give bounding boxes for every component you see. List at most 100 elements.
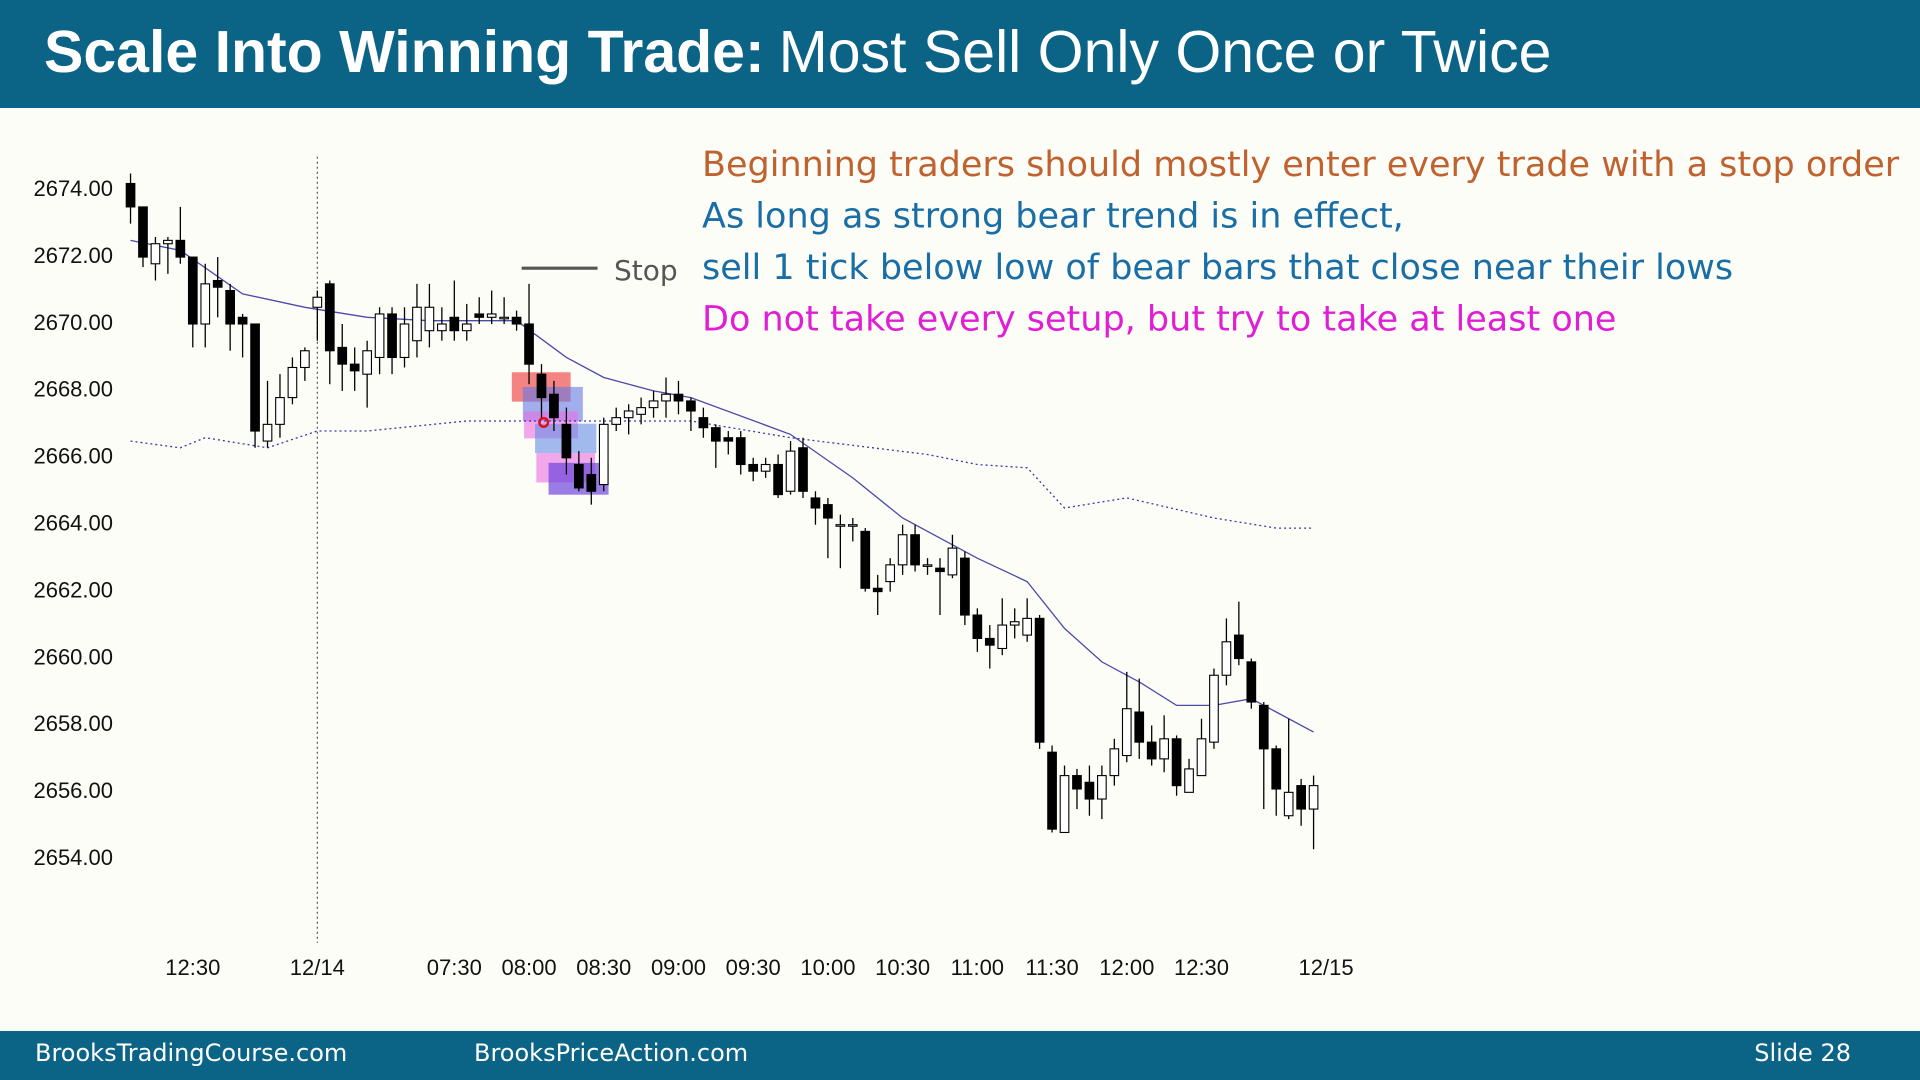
candle-body: [499, 316, 509, 320]
candle-body: [486, 313, 497, 318]
entry-boxes: [511, 266, 609, 495]
candle-body: [947, 547, 958, 576]
candle-body: [1084, 781, 1095, 800]
candle-body: [623, 410, 634, 419]
candle-body: [412, 306, 422, 342]
candle-body: [1296, 785, 1306, 810]
candle-body: [748, 463, 759, 472]
candle-body: [1059, 775, 1070, 834]
candle-body: [374, 313, 385, 358]
footer-band: [0, 1031, 1920, 1080]
candle-body: [922, 564, 933, 567]
candle-body: [250, 323, 260, 432]
candle-body: [1258, 704, 1269, 750]
candle-body: [187, 256, 198, 325]
candle-body: [1047, 751, 1057, 830]
candle-body: [461, 323, 472, 332]
x-tick-label: 12/14: [290, 955, 345, 980]
candle-body: [175, 239, 186, 258]
x-tick-label: 12:30: [165, 955, 220, 980]
footer-slide: Slide 28: [1754, 1039, 1851, 1067]
candle-body: [163, 239, 173, 245]
candle-body: [1246, 661, 1257, 703]
y-tick-label: 2670.00: [33, 310, 113, 335]
candle-body: [673, 393, 684, 402]
candle-body: [138, 206, 148, 258]
y-tick-label: 2668.00: [33, 377, 113, 402]
candle-body: [1009, 621, 1020, 626]
x-tick-label: 10:30: [875, 955, 930, 980]
candle-body: [536, 373, 547, 399]
candle-body: [1184, 768, 1194, 793]
candle-body: [275, 397, 285, 425]
x-tick-label: 09:30: [726, 955, 781, 980]
candle-body: [960, 557, 970, 616]
candle-body: [437, 323, 447, 332]
x-tick-label: 11:30: [1025, 955, 1078, 980]
candle-body: [698, 417, 709, 429]
x-tick-label: 12:00: [1099, 955, 1154, 980]
candle-body: [810, 497, 821, 509]
entry-marker: [538, 416, 550, 428]
annotation: As long as strong bear trend is in effec…: [702, 197, 1404, 237]
candle-body: [735, 437, 746, 466]
average-line: [130, 239, 1314, 733]
candle-body: [200, 283, 211, 325]
candle-body: [1022, 617, 1033, 636]
annotation: sell 1 tick below low of bear bars that …: [702, 248, 1733, 288]
x-tick-label: 12/15: [1299, 955, 1354, 980]
candle-body: [598, 423, 609, 486]
candle-body: [885, 564, 896, 583]
y-tick-label: 2662.00: [33, 577, 113, 602]
y-tick-label: 2656.00: [33, 778, 113, 803]
y-tick-label: 2654.00: [33, 845, 113, 870]
candle-body: [324, 283, 335, 352]
stop-label: Stop: [614, 254, 678, 287]
candle-body: [1034, 617, 1045, 743]
x-tick-label: 10:00: [800, 955, 855, 980]
candle-body: [1097, 775, 1107, 800]
candle-body: [573, 463, 584, 489]
candle-body: [1234, 634, 1244, 660]
candle-body: [524, 323, 534, 365]
candle-body: [300, 350, 310, 369]
candle-body: [1283, 791, 1294, 817]
candle-body: [823, 504, 833, 519]
y-tick-label: 2672.00: [33, 243, 113, 268]
candle-body: [860, 530, 871, 589]
candle-body: [387, 313, 397, 358]
candle-body: [1109, 748, 1120, 777]
candle-body: [511, 316, 522, 325]
x-tick-label: 08:30: [576, 955, 631, 980]
title-rest: Most Sell Only Once or Twice: [779, 19, 1552, 85]
candle-body: [1121, 708, 1132, 757]
candle-body: [760, 463, 771, 472]
header-band: [0, 0, 1920, 108]
candle-body: [835, 524, 846, 527]
footer-left: BrooksTradingCourse.com: [35, 1039, 347, 1067]
candle-body: [312, 296, 323, 308]
candle-body: [798, 447, 808, 492]
title-bold: Scale Into Winning Trade:: [44, 19, 765, 85]
candle-body: [125, 182, 136, 208]
x-tick-label: 08:00: [502, 955, 557, 980]
candle-body: [1308, 785, 1319, 810]
y-tick-label: 2664.00: [33, 511, 113, 536]
y-tick-label: 2658.00: [33, 711, 113, 736]
candle-body: [611, 417, 622, 425]
candle-body: [984, 637, 995, 646]
candle-body: [287, 366, 298, 399]
candle-body: [1271, 748, 1282, 790]
candle-body: [773, 463, 783, 496]
candle-body: [785, 450, 796, 492]
candle-body: [1072, 775, 1082, 790]
candle-body: [935, 567, 945, 573]
annotation: Beginning traders should mostly enter ev…: [702, 145, 1900, 185]
candle-body: [686, 400, 696, 412]
candle-body: [910, 534, 920, 566]
candle-body: [972, 614, 983, 639]
candle-body: [847, 524, 858, 527]
footer-center: BrooksPriceAction.com: [474, 1039, 748, 1067]
x-tick-label: 11:00: [951, 955, 1004, 980]
